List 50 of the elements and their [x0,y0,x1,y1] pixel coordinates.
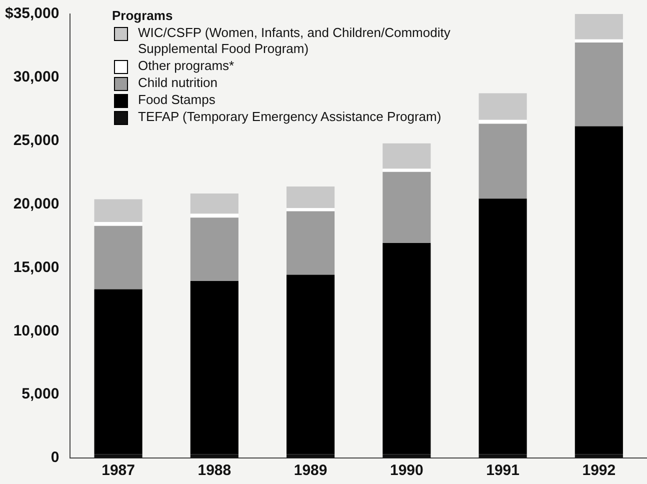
y-tick-label: 15,000 [13,258,60,276]
x-tick-label: 1989 [294,462,328,480]
bar [574,454,623,458]
bar [574,14,623,40]
bar [190,454,238,458]
bar [286,186,335,208]
bar [286,208,335,212]
bar [94,199,142,222]
y-tick-label: 5,000 [22,386,60,403]
x-tick-label: 1990 [390,462,424,480]
bar [478,124,527,199]
x-tick-label: 1988 [198,462,232,480]
y-tick-label: 30,000 [13,68,60,86]
bar [478,454,527,458]
legend-label: Other programs* [138,58,234,74]
bar [286,454,335,458]
legend-title: Programs [112,8,174,23]
bar [94,454,142,458]
bar [190,281,238,454]
bar [286,211,335,275]
bar [382,143,431,169]
bar [574,39,623,43]
x-tick-label: 1987 [102,462,135,480]
legend-label: WIC/CSFP (Women, Infants, and Children/Commodity Supplemental Food Program) [138,25,452,57]
bar [574,126,623,454]
x-tick-label: 1991 [486,462,520,480]
bar [94,226,142,290]
legend-label: Child nutrition [138,75,218,91]
bar [190,214,238,218]
bar [190,218,238,282]
y-tick-label: 25,000 [13,132,60,149]
bar [478,120,527,124]
legend-label: TEFAP (Temporary Emergency Assistance Program) [138,109,442,125]
y-tick-label: 0 [50,449,60,466]
bar [286,274,335,454]
bar [478,93,527,120]
bar [382,454,431,458]
bar [382,242,431,454]
bar [382,168,431,172]
y-tick-label: 20,000 [13,195,60,212]
x-tick-label: 1992 [582,462,616,480]
bar [94,222,142,226]
bar [94,289,142,454]
legend-label: Food Stamps [138,92,216,108]
bar [190,194,238,214]
bar [574,42,623,126]
bar [478,198,527,454]
y-tick-label: $35,000 [4,5,60,22]
y-tick-label: 10,000 [13,322,60,340]
bar [382,172,431,243]
